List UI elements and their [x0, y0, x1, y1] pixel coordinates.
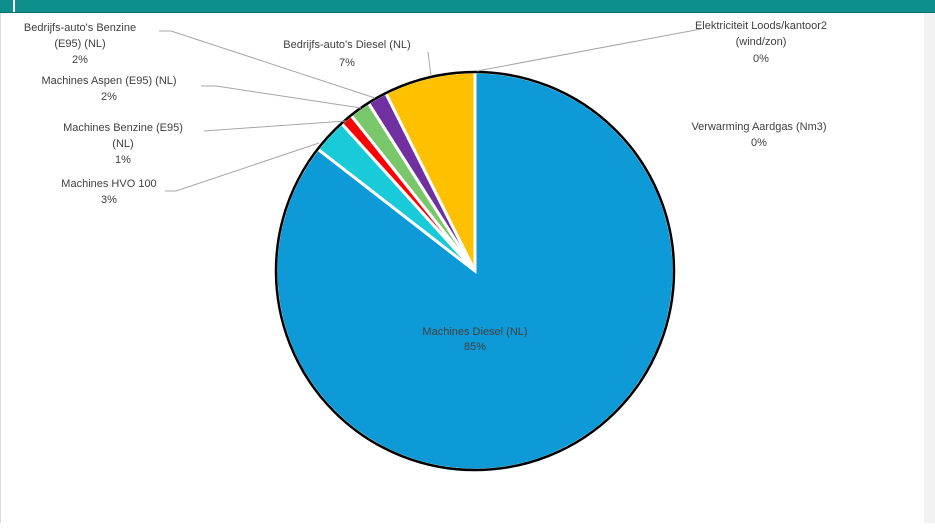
slice-percent-label: 0% [751, 137, 767, 149]
right-scroll-strip [924, 13, 935, 523]
slice-name-label: Verwarming Aardgas (Nm3) [691, 121, 826, 133]
leader-line [201, 85, 362, 109]
pie-outline [274, 70, 676, 472]
slice-name-label: Machines Diesel (NL) [422, 326, 527, 338]
slice-name-label: Bedrijfs-auto's Benzine [24, 22, 136, 34]
slice-name-label: (NL) [112, 138, 133, 150]
slice-name-label: Bedrijfs-auto's Diesel (NL) [283, 39, 410, 51]
slice-name-label: Machines Aspen (E95) (NL) [41, 75, 176, 87]
slice-name-label: Machines Benzine (E95) [63, 122, 183, 134]
slice-percent-label: 2% [101, 91, 117, 103]
leader-line [476, 28, 702, 72]
top-bar-divider [13, 0, 15, 12]
slice-percent-label: 7% [339, 57, 355, 69]
leader-line [159, 30, 376, 99]
chart-area: Machines Diesel (NL) 85% Machines HVO 100 3… [0, 13, 925, 523]
slice-percent-label: 3% [101, 194, 117, 206]
slice-percent-label: 2% [72, 54, 88, 66]
leader-line [427, 51, 432, 77]
window-top-bar [0, 0, 935, 13]
pie-chart: Machines Diesel (NL) 85% Machines HVO 100 3… [24, 20, 827, 472]
slice-percent-label: 0% [753, 53, 769, 65]
slice-percent-label: 85% [464, 341, 486, 353]
slice-name-label: Elektriciteit Loods/kantoor2 [695, 20, 827, 32]
leader-line [203, 120, 347, 132]
slice-name-label: (E95) (NL) [54, 38, 105, 50]
slice-name-label: Machines HVO 100 [61, 178, 156, 190]
leader-line [165, 142, 320, 192]
slice-percent-label: 1% [115, 154, 131, 166]
slice-name-label: (wind/zon) [736, 36, 787, 48]
